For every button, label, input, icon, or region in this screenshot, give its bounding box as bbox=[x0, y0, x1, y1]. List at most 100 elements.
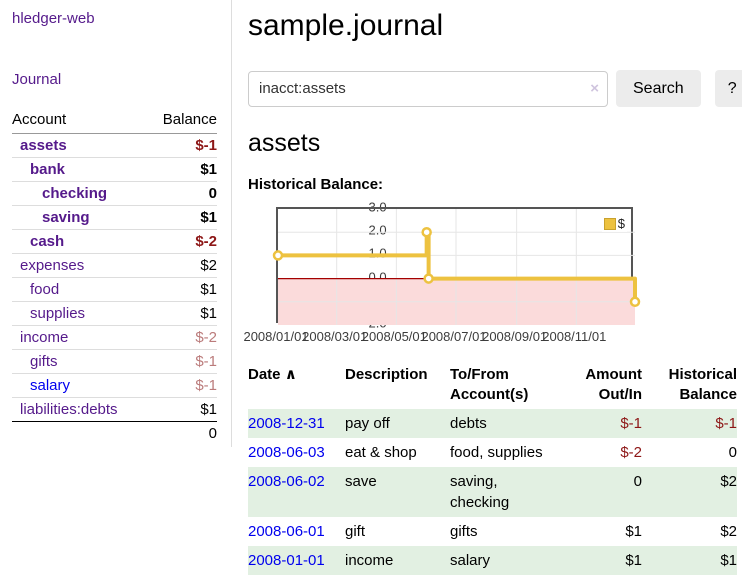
account-row-cash: cash $-2 bbox=[12, 230, 217, 254]
accounts-total-row: 0 bbox=[12, 422, 217, 446]
transaction-date-link[interactable]: 2008-12-31 bbox=[248, 415, 325, 432]
account-link[interactable]: cash bbox=[30, 233, 65, 250]
sort-asc-icon: ∧ bbox=[284, 366, 297, 383]
account-balance: $1 bbox=[200, 401, 217, 418]
main-content: sample.journal × Search ? assets Histori… bbox=[232, 0, 742, 575]
account-row-salary: salary $-1 bbox=[12, 374, 217, 398]
transaction-amount: $-2 bbox=[620, 444, 642, 461]
transaction-description: gift bbox=[345, 523, 366, 540]
register-row: 2008-06-01 gift gifts $1 $2 bbox=[248, 517, 737, 546]
transaction-amount: $-1 bbox=[620, 415, 642, 432]
account-link[interactable]: expenses bbox=[20, 257, 85, 274]
y-tick-label: 2.0 bbox=[368, 222, 387, 238]
transaction-description: income bbox=[345, 552, 394, 569]
account-link[interactable]: gifts bbox=[30, 353, 58, 370]
date-column-header[interactable]: Date ∧ bbox=[248, 366, 297, 383]
register-row: 2008-01-01 income salary $1 $1 bbox=[248, 546, 737, 575]
sidebar-item-journal[interactable]: Journal bbox=[12, 71, 62, 88]
account-row-gifts: gifts $-1 bbox=[12, 350, 217, 374]
search-form: × Search ? bbox=[248, 70, 742, 107]
register-header-row: Date ∧ Description To/From Account(s) Am… bbox=[248, 363, 737, 409]
account-link[interactable]: assets bbox=[20, 137, 67, 154]
transaction-accounts: gifts bbox=[450, 523, 478, 540]
transaction-accounts: debts bbox=[450, 415, 487, 432]
search-button[interactable]: Search bbox=[616, 70, 701, 107]
x-tick-label: 2008/07/01 bbox=[421, 329, 487, 344]
transaction-date-link[interactable]: 2008-06-01 bbox=[248, 523, 325, 540]
account-row-checking: checking 0 bbox=[12, 182, 217, 206]
account-link[interactable]: liabilities:debts bbox=[20, 401, 118, 418]
register-row: 2008-06-03 eat & shop food, supplies $-2… bbox=[248, 438, 737, 467]
account-column-header: Account bbox=[12, 111, 67, 128]
account-link[interactable]: saving bbox=[42, 209, 90, 226]
register-row: 2008-06-02 save saving, checking 0 $2 bbox=[248, 467, 737, 517]
account-row-bank: bank $1 bbox=[12, 158, 217, 182]
account-row-supplies: supplies $1 bbox=[12, 302, 217, 326]
transaction-date-link[interactable]: 2008-06-02 bbox=[248, 473, 325, 490]
balance-column-header: Balance bbox=[162, 111, 217, 128]
account-link[interactable]: salary bbox=[30, 377, 71, 394]
account-row-income: income $-2 bbox=[12, 326, 217, 350]
transaction-description: pay off bbox=[345, 415, 390, 432]
balance-column-header: Historical Balance bbox=[668, 366, 737, 403]
account-balance: $2 bbox=[200, 257, 217, 274]
accounts-table: Account Balance assets $-1 bank $1 check… bbox=[12, 108, 217, 445]
transaction-accounts: saving, checking bbox=[450, 473, 510, 511]
brand-link[interactable]: hledger-web bbox=[12, 10, 95, 27]
legend-label: $ bbox=[617, 216, 625, 231]
sidebar: hledger-web Journal Account Balance asse… bbox=[0, 0, 232, 447]
account-link[interactable]: income bbox=[20, 329, 69, 346]
transaction-amount: $1 bbox=[625, 523, 642, 540]
clear-search-icon[interactable]: × bbox=[590, 79, 599, 97]
account-link[interactable]: supplies bbox=[30, 305, 86, 322]
description-column-header: Description bbox=[345, 366, 428, 383]
transaction-accounts: salary bbox=[450, 552, 491, 569]
x-tick-label: 2008/01/01 bbox=[243, 329, 309, 344]
account-link[interactable]: bank bbox=[30, 161, 66, 178]
account-balance: $1 bbox=[200, 281, 217, 298]
chart-plot-area: $ bbox=[272, 207, 641, 325]
accounts-header-row: Account Balance bbox=[12, 108, 217, 134]
register-row: 2008-12-31 pay off debts $-1 $-1 bbox=[248, 409, 737, 438]
transaction-description: save bbox=[345, 473, 377, 490]
account-row-saving: saving $1 bbox=[12, 206, 217, 230]
account-balance: $1 bbox=[200, 305, 217, 322]
help-button[interactable]: ? bbox=[714, 70, 742, 107]
account-row-assets: assets $-1 bbox=[12, 134, 217, 158]
x-tick-label: 2008/09/01 bbox=[482, 329, 548, 344]
chart-x-axis: 2008/01/01 2008/03/01 2008/05/01 2008/07/01… bbox=[243, 329, 633, 347]
transaction-date-link[interactable]: 2008-06-03 bbox=[248, 444, 325, 461]
account-balance: $-1 bbox=[195, 353, 217, 370]
register-table: Date ∧ Description To/From Account(s) Am… bbox=[248, 363, 737, 575]
search-input[interactable] bbox=[248, 70, 608, 107]
accounts-total: 0 bbox=[208, 425, 217, 442]
x-tick-label: 2008/05/01 bbox=[361, 329, 427, 344]
x-tick-label: 2008/11/01 bbox=[542, 329, 607, 344]
account-heading: assets bbox=[248, 129, 321, 157]
account-link[interactable]: checking bbox=[42, 185, 108, 202]
transaction-balance: $2 bbox=[720, 473, 737, 490]
transaction-balance: $1 bbox=[720, 552, 737, 569]
account-link[interactable]: food bbox=[30, 281, 60, 298]
account-balance: $1 bbox=[200, 161, 217, 178]
legend-swatch-icon bbox=[603, 217, 616, 230]
amount-column-header: Amount Out/In bbox=[585, 366, 642, 403]
transaction-accounts: food, supplies bbox=[450, 444, 543, 461]
balance-chart-svg bbox=[272, 209, 641, 325]
transaction-balance: 0 bbox=[728, 444, 737, 461]
account-balance: $-2 bbox=[195, 329, 217, 346]
transaction-balance: $2 bbox=[720, 523, 737, 540]
account-balance: $-1 bbox=[195, 377, 217, 394]
transaction-description: eat & shop bbox=[345, 444, 417, 461]
chart-legend: $ bbox=[601, 215, 627, 232]
account-row-liabilities-debts: liabilities:debts $1 bbox=[12, 398, 217, 422]
balance-chart: 3.02.01.00.0-1.0-2.0 $ 2008/01/012008/03… bbox=[243, 200, 742, 347]
account-balance: 0 bbox=[208, 185, 217, 202]
accounts-column-header: To/From Account(s) bbox=[450, 366, 529, 403]
chart-title: Historical Balance: bbox=[248, 176, 384, 193]
transaction-amount: $1 bbox=[625, 552, 642, 569]
account-balance: $-1 bbox=[195, 137, 217, 154]
transaction-date-link[interactable]: 2008-01-01 bbox=[248, 552, 325, 569]
account-balance: $1 bbox=[200, 209, 217, 226]
